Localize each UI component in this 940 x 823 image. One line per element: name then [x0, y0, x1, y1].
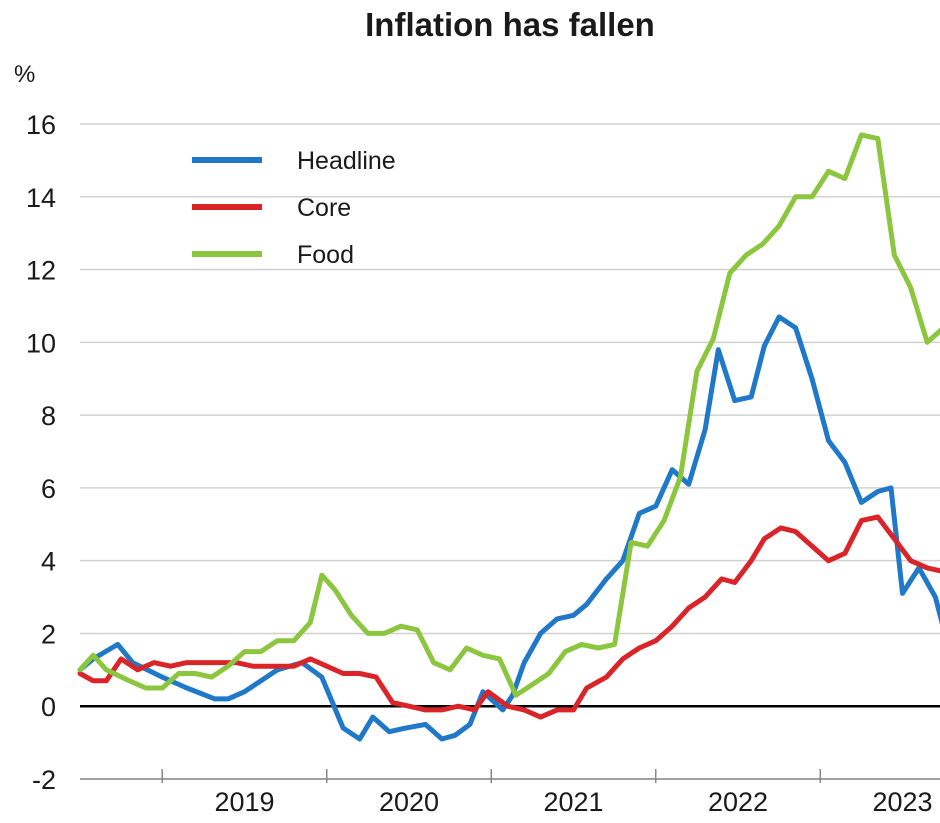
y-tick-label: 2	[41, 619, 56, 649]
x-tick-label: 2023	[872, 787, 932, 817]
y-axis-unit-label: %	[14, 61, 35, 88]
y-tick-label: 6	[41, 474, 56, 504]
x-tick-label: 2022	[708, 787, 768, 817]
y-tick-label: 8	[41, 401, 56, 431]
y-tick-label: 10	[26, 328, 56, 358]
y-tick-label: 16	[26, 110, 56, 140]
chart-title: Inflation has fallen	[365, 6, 655, 43]
y-tick-label: 0	[41, 692, 56, 722]
series-line-core	[77, 514, 940, 720]
x-tick-label: 2019	[214, 787, 274, 817]
legend-label-core: Core	[297, 194, 351, 222]
y-tick-label: 12	[26, 256, 56, 286]
x-tick-label: 2021	[543, 787, 603, 817]
x-tick-label: 2020	[379, 787, 439, 817]
legend-label-headline: Headline	[297, 147, 396, 175]
y-tick-label: 14	[26, 183, 56, 213]
y-tick-label: 4	[41, 547, 56, 577]
series-line-food	[77, 132, 940, 698]
y-tick-label: -2	[32, 765, 56, 795]
legend-label-food: Food	[297, 241, 354, 269]
